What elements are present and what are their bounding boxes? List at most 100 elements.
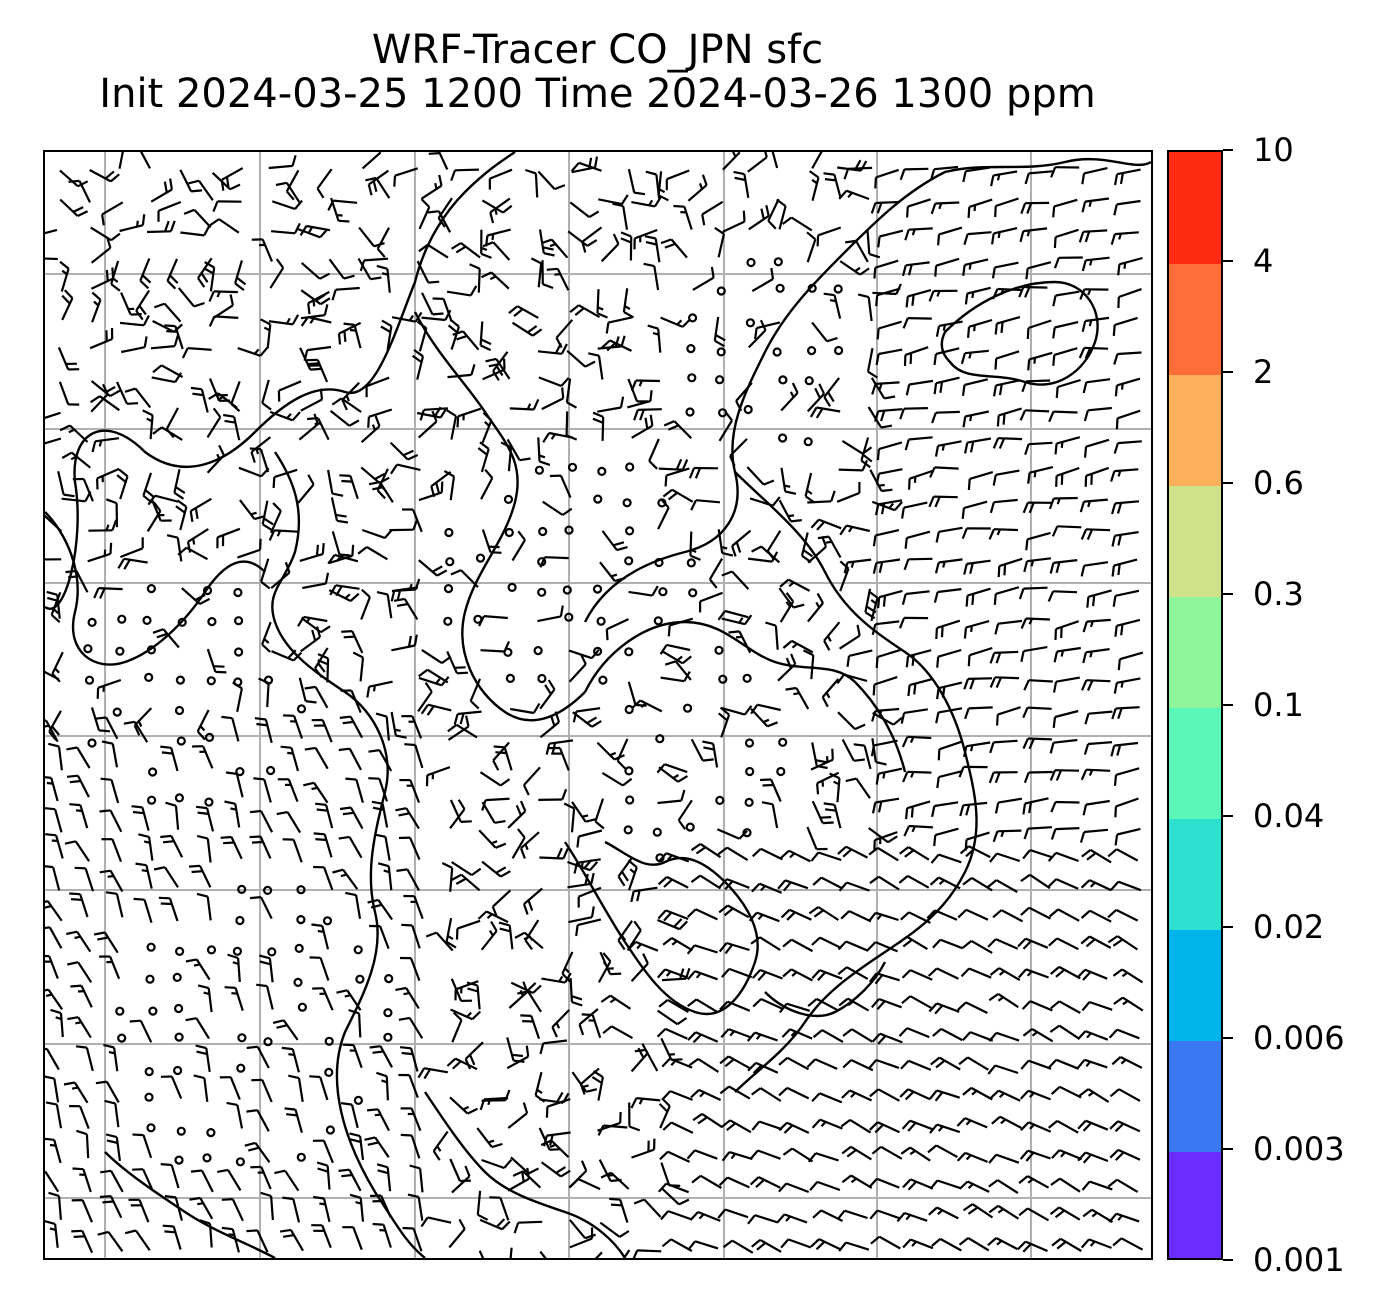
wind-barb	[45, 1137, 62, 1164]
wind-barb	[751, 545, 781, 564]
wind-barb	[1080, 935, 1112, 949]
wind-barb	[588, 352, 604, 380]
wind-barb	[70, 984, 93, 1008]
wind-barb	[220, 167, 244, 191]
coastline-east-china-sea	[424, 1091, 627, 1258]
calm-circle	[87, 617, 97, 627]
wind-barb	[962, 410, 990, 428]
wind-barb	[896, 1211, 928, 1223]
wind-barb	[692, 1112, 723, 1129]
wind-barb	[206, 407, 222, 438]
wind-barb	[260, 558, 271, 590]
calm-circle	[564, 525, 574, 535]
wind-barb	[581, 1013, 602, 1039]
wind-barb	[99, 809, 123, 833]
calm-circle	[688, 588, 698, 598]
calm-circle	[296, 885, 306, 895]
wind-barb	[450, 861, 482, 877]
wind-barb	[930, 201, 960, 215]
wind-barb	[389, 463, 421, 475]
wind-barb	[667, 617, 694, 637]
wind-barb	[1113, 440, 1142, 454]
wind-barb	[902, 1178, 934, 1191]
calm-circle	[263, 675, 274, 685]
wind-barb	[722, 152, 741, 171]
wind-barb	[315, 802, 334, 829]
wind-barb	[592, 411, 605, 441]
wind-barb	[935, 526, 963, 543]
wind-barb	[274, 1169, 300, 1192]
wind-barb	[578, 1008, 599, 1036]
wind-barb	[327, 199, 358, 211]
wind-barb	[69, 803, 89, 829]
wind-barb	[811, 1092, 843, 1104]
wind-barb	[838, 624, 861, 650]
wind-barb	[540, 1139, 570, 1158]
calm-circle	[654, 557, 664, 568]
wind-barb	[117, 557, 148, 570]
calm-circle	[237, 884, 247, 895]
wind-barb	[967, 318, 993, 338]
calm-circle	[144, 1092, 154, 1102]
wind-barb	[747, 1214, 779, 1225]
wind-barb	[1111, 706, 1140, 720]
wind-barb	[511, 530, 526, 562]
wind-barb	[441, 862, 454, 892]
wind-barb	[138, 833, 154, 861]
wind-barb	[173, 469, 186, 500]
wind-barb	[570, 161, 602, 172]
wind-barb	[1113, 767, 1140, 786]
wind-barb	[867, 941, 899, 953]
wind-barb	[538, 788, 568, 801]
wind-barb	[631, 699, 663, 713]
calm-circle	[655, 853, 665, 863]
wind-barb	[691, 1174, 722, 1189]
wind-barb	[808, 170, 820, 201]
wind-barb	[376, 264, 391, 293]
wind-barb	[401, 923, 421, 949]
wind-barb	[1052, 321, 1079, 339]
wind-barb	[778, 1182, 810, 1194]
wind-barb	[192, 745, 214, 769]
wind-barb	[1081, 316, 1110, 332]
wind-barb	[1084, 710, 1113, 725]
wind-barb	[567, 872, 595, 889]
wind-barb	[539, 711, 561, 739]
wind-barb	[660, 1187, 690, 1206]
wind-barb	[748, 204, 770, 231]
wind-barb	[427, 210, 452, 233]
wind-barb	[1051, 525, 1082, 537]
wind-barb	[733, 170, 750, 198]
wind-barb	[660, 238, 688, 259]
wind-barb	[393, 597, 419, 620]
wind-barb	[509, 1247, 513, 1258]
wind-barb	[306, 358, 329, 383]
calm-circle	[142, 615, 152, 625]
wind-barb	[719, 1000, 751, 1012]
wind-barb	[183, 208, 212, 229]
wind-barb	[508, 305, 539, 319]
wind-barb	[900, 1059, 932, 1071]
wind-barb	[823, 292, 842, 319]
wind-barb	[477, 910, 509, 924]
wind-barb	[571, 801, 597, 823]
wind-barb	[838, 189, 870, 201]
wind-barb	[899, 167, 929, 181]
calm-circle	[202, 1153, 212, 1163]
wind-barb	[872, 711, 903, 726]
wind-barb	[601, 339, 632, 352]
wind-barb	[1052, 290, 1080, 307]
wind-barb	[746, 466, 775, 486]
wind-barb	[1048, 410, 1078, 423]
wind-barb	[720, 1119, 752, 1134]
wind-barb	[520, 1014, 541, 1039]
wind-barb	[135, 289, 151, 321]
colorbar-tick	[1223, 815, 1233, 817]
wind-barb	[782, 639, 814, 654]
calm-circle	[537, 587, 547, 597]
wind-barb	[1022, 501, 1052, 514]
wind-barb	[662, 937, 693, 952]
wind-barb	[284, 1107, 303, 1133]
wind-barb	[398, 836, 421, 861]
wind-barb	[105, 891, 124, 918]
